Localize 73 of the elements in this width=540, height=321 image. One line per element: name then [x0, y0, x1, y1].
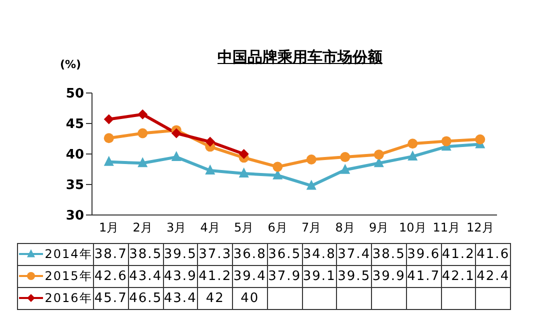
- point: [171, 128, 182, 138]
- data-label: 37.3: [198, 244, 232, 266]
- y-tick-label: 35: [66, 178, 84, 194]
- point: [374, 150, 384, 160]
- point: [340, 152, 350, 162]
- point: [104, 114, 114, 124]
- point: [171, 151, 182, 162]
- data-label: 41.2: [441, 244, 476, 266]
- point: [238, 149, 249, 159]
- legend-label: 2016年: [44, 290, 92, 307]
- y-tick-label: 45: [66, 117, 84, 132]
- point: [306, 154, 316, 164]
- data-label: 39.4: [232, 266, 268, 288]
- x-tick-label: 8月: [335, 220, 355, 235]
- x-tick-label: 2月: [132, 220, 152, 235]
- data-label: 39.5: [336, 266, 372, 288]
- data-label: 34.8: [302, 244, 337, 266]
- data-label: 38.7: [94, 244, 128, 266]
- chart-title: 中国品牌乘用车市场份额: [218, 48, 382, 66]
- data-label: 43.4: [163, 288, 198, 310]
- data-label: 37.9: [267, 266, 302, 288]
- data-label: 40: [232, 288, 268, 310]
- x-tick-label: 10月: [398, 220, 426, 235]
- y-tick-label: 40: [66, 148, 84, 163]
- point: [205, 164, 216, 174]
- point: [205, 136, 216, 147]
- x-tick-label: 6月: [268, 220, 288, 235]
- data-label: 39.9: [372, 266, 406, 288]
- data-label: 42.6: [94, 266, 128, 288]
- data-label: 39.1: [302, 266, 337, 288]
- data-label: 43.9: [163, 266, 198, 288]
- data-label: 36.5: [267, 244, 302, 266]
- point: [408, 138, 418, 149]
- data-label: 42.4: [476, 266, 510, 288]
- data-label: 42.1: [441, 266, 476, 288]
- data-label: 43.4: [128, 266, 163, 288]
- data-label: 41.2: [198, 266, 232, 288]
- data-label: 41.7: [406, 266, 441, 288]
- point: [340, 164, 350, 174]
- data-label: 38.5: [128, 244, 163, 266]
- legend-label: 2014年: [44, 246, 92, 263]
- data-label: 42: [198, 288, 232, 310]
- y-axis-title: (%): [60, 58, 82, 71]
- point: [104, 133, 114, 144]
- point: [104, 156, 114, 166]
- x-tick-label: 11月: [432, 220, 460, 235]
- data-label: 37.4: [336, 244, 372, 266]
- x-tick-label: 1月: [99, 220, 119, 235]
- point: [441, 136, 452, 146]
- point: [138, 157, 148, 168]
- data-label: 36.8: [232, 244, 268, 266]
- x-tick-label: 3月: [166, 220, 186, 235]
- point: [238, 168, 249, 178]
- data-label: 38.5: [372, 244, 406, 266]
- point: [408, 150, 418, 160]
- point: [138, 109, 148, 120]
- y-tick-label: 50: [66, 86, 84, 102]
- data-label: 41.6: [476, 244, 510, 266]
- data-label: 45.7: [94, 288, 128, 310]
- x-tick-label: 7月: [302, 220, 322, 235]
- data-label: 46.5: [128, 288, 163, 310]
- point: [138, 128, 148, 138]
- point: [306, 180, 316, 190]
- point: [475, 134, 486, 144]
- x-tick-label: 5月: [234, 220, 254, 235]
- legend-label: 2015年: [44, 268, 92, 285]
- data-label: 39.6: [406, 244, 441, 266]
- point: [272, 162, 283, 172]
- y-tick-label: 30: [66, 208, 84, 224]
- data-label: 39.5: [163, 244, 198, 266]
- x-tick-label: 4月: [200, 220, 220, 235]
- x-tick-label: 12月: [466, 220, 494, 235]
- x-tick-label: 9月: [369, 220, 389, 235]
